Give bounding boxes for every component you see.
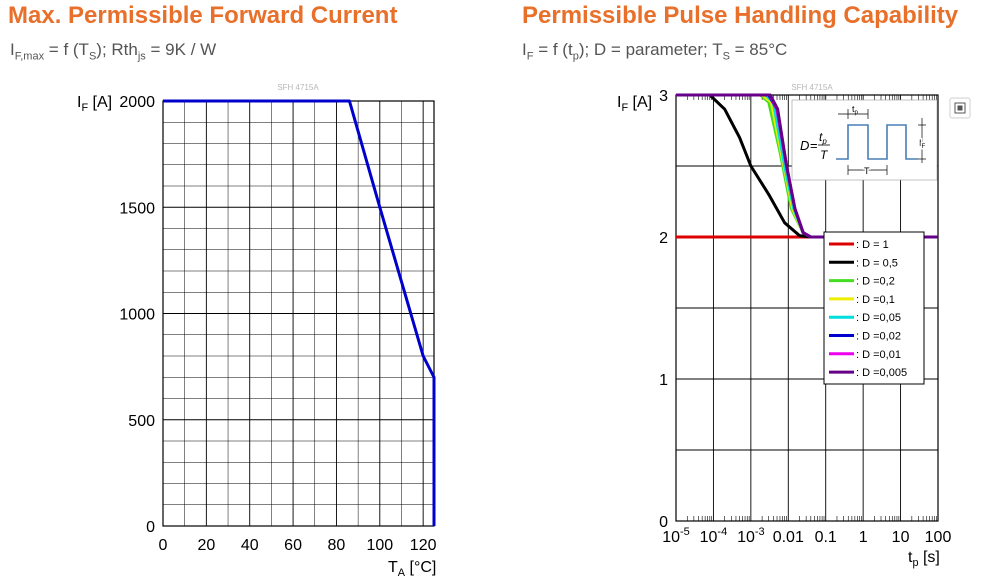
y-tick-label: 0 bbox=[146, 519, 155, 536]
watermark: SFH 4715A bbox=[791, 83, 833, 92]
series-line-7 bbox=[676, 93, 938, 239]
x-tick-label: 100 bbox=[925, 529, 952, 546]
x-tick-label: 1 bbox=[859, 529, 868, 546]
legend-label-6: : D =0,01 bbox=[856, 349, 901, 361]
chart-legend: : D = 1 : D = 0,5 : D =0,2 : D =0,1 : D =0,0… bbox=[823, 231, 925, 385]
expand-button[interactable] bbox=[949, 97, 971, 119]
y-tick-label: 3 bbox=[659, 88, 668, 105]
x-tick-label: 0.1 bbox=[815, 529, 837, 546]
x-tick-label: 60 bbox=[284, 537, 302, 554]
inset-period-label: T bbox=[864, 166, 870, 176]
legend-label-5: : D =0,02 bbox=[856, 331, 901, 343]
expand-icon-inner bbox=[957, 105, 963, 111]
legend-label-4: : D =0,05 bbox=[856, 312, 901, 324]
left-chart: SFH 4715A 0 500 1000 1500 2000 0 20 40 60 80 100 120… bbox=[77, 83, 437, 579]
x-tick-label: 120 bbox=[410, 537, 437, 554]
legend-label-1: : D = 0,5 bbox=[856, 257, 898, 269]
y-axis-label: IF [A] bbox=[617, 94, 652, 114]
series-line-1 bbox=[676, 93, 938, 239]
inset-formula-num: tp bbox=[819, 130, 827, 146]
x-tick-label: 20 bbox=[197, 537, 215, 554]
inset-frame bbox=[791, 99, 938, 181]
legend-label-0: : D = 1 bbox=[856, 239, 889, 251]
x-tick-label: 40 bbox=[241, 537, 259, 554]
right-chart-subtitle: IF = f (tp); D = parameter; TS = 85°C bbox=[522, 40, 788, 63]
x-tick-label: 10-5 bbox=[662, 526, 690, 546]
x-axis-label: tp [s] bbox=[908, 549, 940, 569]
y-axis-label: IF [A] bbox=[77, 94, 112, 114]
expand-icon bbox=[954, 102, 966, 114]
watermark: SFH 4715A bbox=[277, 83, 319, 92]
legend-label-3: : D =0,1 bbox=[856, 294, 895, 306]
y-tick-label: 1500 bbox=[119, 200, 155, 217]
legend-label-2: : D =0,2 bbox=[856, 276, 895, 288]
series-line-0 bbox=[163, 99, 436, 526]
y-tick-label: 0 bbox=[659, 514, 668, 531]
x-tick-label: 0.01 bbox=[773, 529, 804, 546]
y-tick-label: 2000 bbox=[119, 94, 155, 111]
inset-pulse-waveform bbox=[836, 124, 918, 160]
left-chart-subtitle: IF,max = f (TS); Rthjs = 9K / W bbox=[10, 40, 217, 63]
x-tick-label: 10-3 bbox=[737, 526, 765, 546]
inset-formula-den: T bbox=[820, 148, 829, 162]
x-tick-label: 0 bbox=[159, 537, 168, 554]
y-tick-label: 500 bbox=[128, 413, 155, 430]
x-tick-label: 100 bbox=[366, 537, 393, 554]
left-chart-title: Max. Permissible Forward Current bbox=[8, 2, 398, 29]
inset-if-label: IF bbox=[919, 138, 926, 150]
y-tick-label: 2 bbox=[659, 230, 668, 247]
x-axis-label: TA [°C] bbox=[388, 559, 436, 579]
inset-tp-label: tp bbox=[852, 104, 859, 116]
x-tick-label: 10-4 bbox=[700, 526, 728, 546]
inset-formula-eq: = bbox=[810, 138, 818, 153]
legend-box bbox=[823, 231, 925, 385]
right-chart-title: Permissible Pulse Handling Capability bbox=[522, 2, 959, 29]
y-tick-label: 1000 bbox=[119, 307, 155, 324]
legend-label-7: : D =0,005 bbox=[856, 367, 907, 379]
y-tick-label: 1 bbox=[659, 372, 668, 389]
inset-formula-d: D bbox=[800, 138, 809, 153]
x-tick-label: 80 bbox=[328, 537, 346, 554]
x-tick-label: 10 bbox=[892, 529, 910, 546]
